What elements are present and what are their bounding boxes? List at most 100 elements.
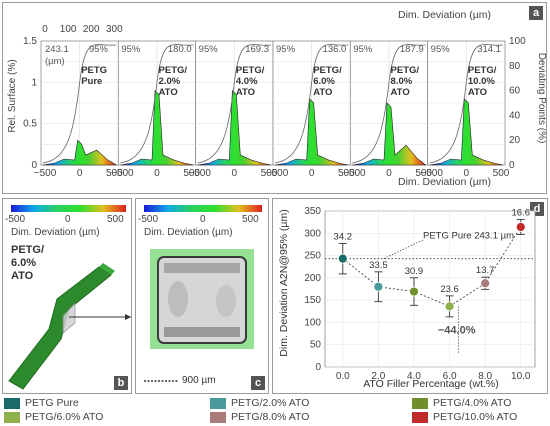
cross-section-void-top: [164, 263, 240, 273]
legend-label: PETG/10.0% ATO: [433, 411, 518, 423]
legend-item-5: PETG/10.0% ATO: [412, 409, 517, 425]
data-point: [480, 278, 491, 289]
legend-label: PETG/2.0% ATO: [231, 397, 310, 409]
legend-swatch: [210, 411, 226, 423]
legend-item-3: PETG/6.0% ATO: [4, 409, 103, 425]
plot-frame: [324, 210, 536, 368]
legend-item-0: PETG Pure: [4, 395, 79, 411]
legend-item-4: PETG/8.0% ATO: [210, 409, 309, 425]
subplot-5: PETG/10.0% ATO 95% 314.1 −500 0 500: [420, 40, 510, 179]
y-tick-label: 1: [31, 77, 37, 88]
dogbone-cut-plane: [62, 301, 76, 334]
error-label: 23.6: [440, 284, 459, 295]
legend-swatch: [4, 411, 20, 423]
subplot-1: PETG/2.0% ATO 95% 180.0 −500 0 500: [111, 40, 200, 179]
subplot-name: PETG/10.0% ATO: [468, 65, 497, 98]
histogram-area: [197, 89, 272, 166]
p95-label: 95%: [353, 44, 373, 55]
x-tick-label: 0: [309, 168, 315, 179]
panel-b-colorbar: [11, 205, 126, 212]
right-tick-label: 20: [509, 135, 521, 146]
subplot-name-line: 4.0%: [236, 76, 258, 87]
legend-swatch: [210, 397, 226, 409]
cumulative-curve: [274, 44, 349, 164]
subplot-2: PETG/4.0% ATO 95% 169.3 −500 0 500: [188, 40, 278, 179]
x-tick-label: 0.0: [336, 371, 350, 382]
y-tick-label: 250: [304, 251, 321, 262]
error-label: 33.5: [369, 260, 388, 271]
subplot-name-line: 6.0%: [313, 76, 335, 87]
panel-b-colorbar-title: Dim. Deviation (µm): [11, 227, 100, 238]
panel-c: c -500 0 500 Dim. Deviation (µm) 900 µm: [135, 198, 269, 394]
x-tick-label: −500: [188, 168, 211, 179]
panel-d: d Dim. Deviation A2N@95% (µm) ATO Filler…: [272, 198, 548, 394]
reference-pointer: [383, 239, 424, 259]
y-tick-label: 1.5: [23, 36, 37, 47]
x-tick-label: 0: [77, 168, 83, 179]
right-axis-title: Deviating Points (%): [536, 53, 546, 144]
panel-c-tick-min: -500: [138, 214, 159, 225]
subplot-name-line: Pure: [81, 76, 102, 87]
p95-value-unit: (µm): [45, 56, 65, 67]
x-tick-label: 6.0: [443, 371, 457, 382]
error-label: 16.6: [512, 208, 530, 219]
x-tick-label: 0: [232, 168, 238, 179]
panel-c-colorbar-title: Dim. Deviation (µm): [144, 227, 233, 238]
x-tick-label: 4.0: [407, 371, 421, 382]
subplot-name-line: ATO: [159, 87, 178, 98]
bottom-axis-title: Dim. Deviation (µm): [398, 176, 491, 188]
cumulative-curve: [352, 44, 426, 164]
legend-label: PETG Pure: [25, 397, 79, 409]
panel-c-tick-mid: 0: [200, 214, 206, 225]
subplot-name-line: ATO: [236, 87, 255, 98]
dogbone-specimen-top: [99, 263, 115, 275]
panel-d-plot: 0 50 100 150 200 250 300 350 0.0 2.0 4.0 6.0 8.0 10.0…: [304, 206, 536, 382]
histogram-area: [429, 98, 504, 166]
y-tick-label: 200: [304, 273, 321, 284]
panel-d-chart: Dim. Deviation A2N@95% (µm) ATO Filler P…: [278, 206, 536, 390]
cumulative-curve: [197, 44, 272, 164]
y-tick-label: 150: [304, 295, 321, 306]
x-tick-label: 2.0: [371, 371, 385, 382]
top-tick-label: 200: [83, 24, 100, 35]
legend: PETG Pure PETG/2.0% ATO PETG/4.0% ATO PE…: [0, 395, 550, 426]
histogram-area: [352, 102, 427, 166]
data-point: [515, 222, 526, 232]
y-tick-label: 0: [31, 160, 37, 171]
subplot-4: PETG/8.0% ATO 95% 187.9 −500 0 500: [343, 40, 432, 179]
legend-swatch: [4, 397, 20, 409]
panel-c-tag: c: [251, 376, 265, 390]
data-point: [373, 281, 384, 292]
subplot-name-line: PETG/: [159, 65, 188, 76]
reference-label: PETG Pure 243.1 µm: [423, 231, 514, 242]
cross-section-void-bottom: [164, 327, 240, 337]
subplot-name: PETG/8.0% ATO: [391, 65, 420, 98]
subplot-3: PETG/6.0% ATO 95% 136.0 −500 0 500: [266, 40, 355, 179]
x-tick-label: −500: [343, 168, 366, 179]
cross-section-void-left: [168, 281, 188, 317]
subplot-name-line: ATO: [391, 87, 410, 98]
panel-c-tick-max: 500: [242, 214, 259, 225]
panel-b-tag: b: [114, 376, 128, 390]
annotation-label: −44.0%: [438, 325, 476, 337]
subplot-name-line: 8.0%: [391, 76, 413, 87]
cumulative-curve: [429, 44, 504, 164]
panel-c-colorbar: [144, 205, 262, 212]
panel-b-tick-min: -500: [5, 214, 26, 225]
p95-label: 95%: [89, 44, 109, 55]
top-tick-label: 300: [106, 24, 123, 35]
cross-section-body: [157, 256, 247, 344]
cumulative-curve: [120, 44, 194, 164]
y-tick-label: 50: [310, 340, 322, 351]
legend-swatch: [412, 411, 428, 423]
top-axis-title: Dim. Deviation (µm): [398, 9, 491, 21]
x-tick-label: 500: [261, 168, 278, 179]
dogbone-pointer-arrow: [125, 314, 131, 320]
legend-label: PETG/8.0% ATO: [231, 411, 310, 423]
x-tick-label: −500: [34, 168, 57, 179]
left-axis-title: Rel. Surface (%): [7, 59, 18, 132]
panel-a-chart: Dim. Deviation (µm) Dim. Deviation (µm) …: [7, 9, 546, 188]
series-line: [342, 226, 522, 307]
subplot-name-line: PETG/: [236, 65, 265, 76]
